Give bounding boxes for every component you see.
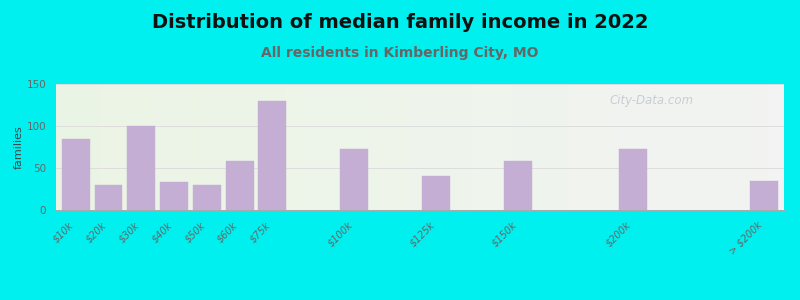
Bar <box>750 181 778 210</box>
Text: All residents in Kimberling City, MO: All residents in Kimberling City, MO <box>262 46 538 61</box>
Bar <box>619 149 647 210</box>
Bar <box>258 101 286 210</box>
Bar <box>226 161 254 210</box>
Bar <box>193 185 221 210</box>
Bar <box>127 126 155 210</box>
Bar <box>422 176 450 210</box>
Bar <box>341 149 368 210</box>
Text: Distribution of median family income in 2022: Distribution of median family income in … <box>152 14 648 32</box>
Bar <box>62 139 90 210</box>
Bar <box>505 161 532 210</box>
Text: City-Data.com: City-Data.com <box>610 94 694 107</box>
Bar <box>160 182 188 210</box>
Y-axis label: families: families <box>14 125 24 169</box>
Bar <box>94 185 122 210</box>
